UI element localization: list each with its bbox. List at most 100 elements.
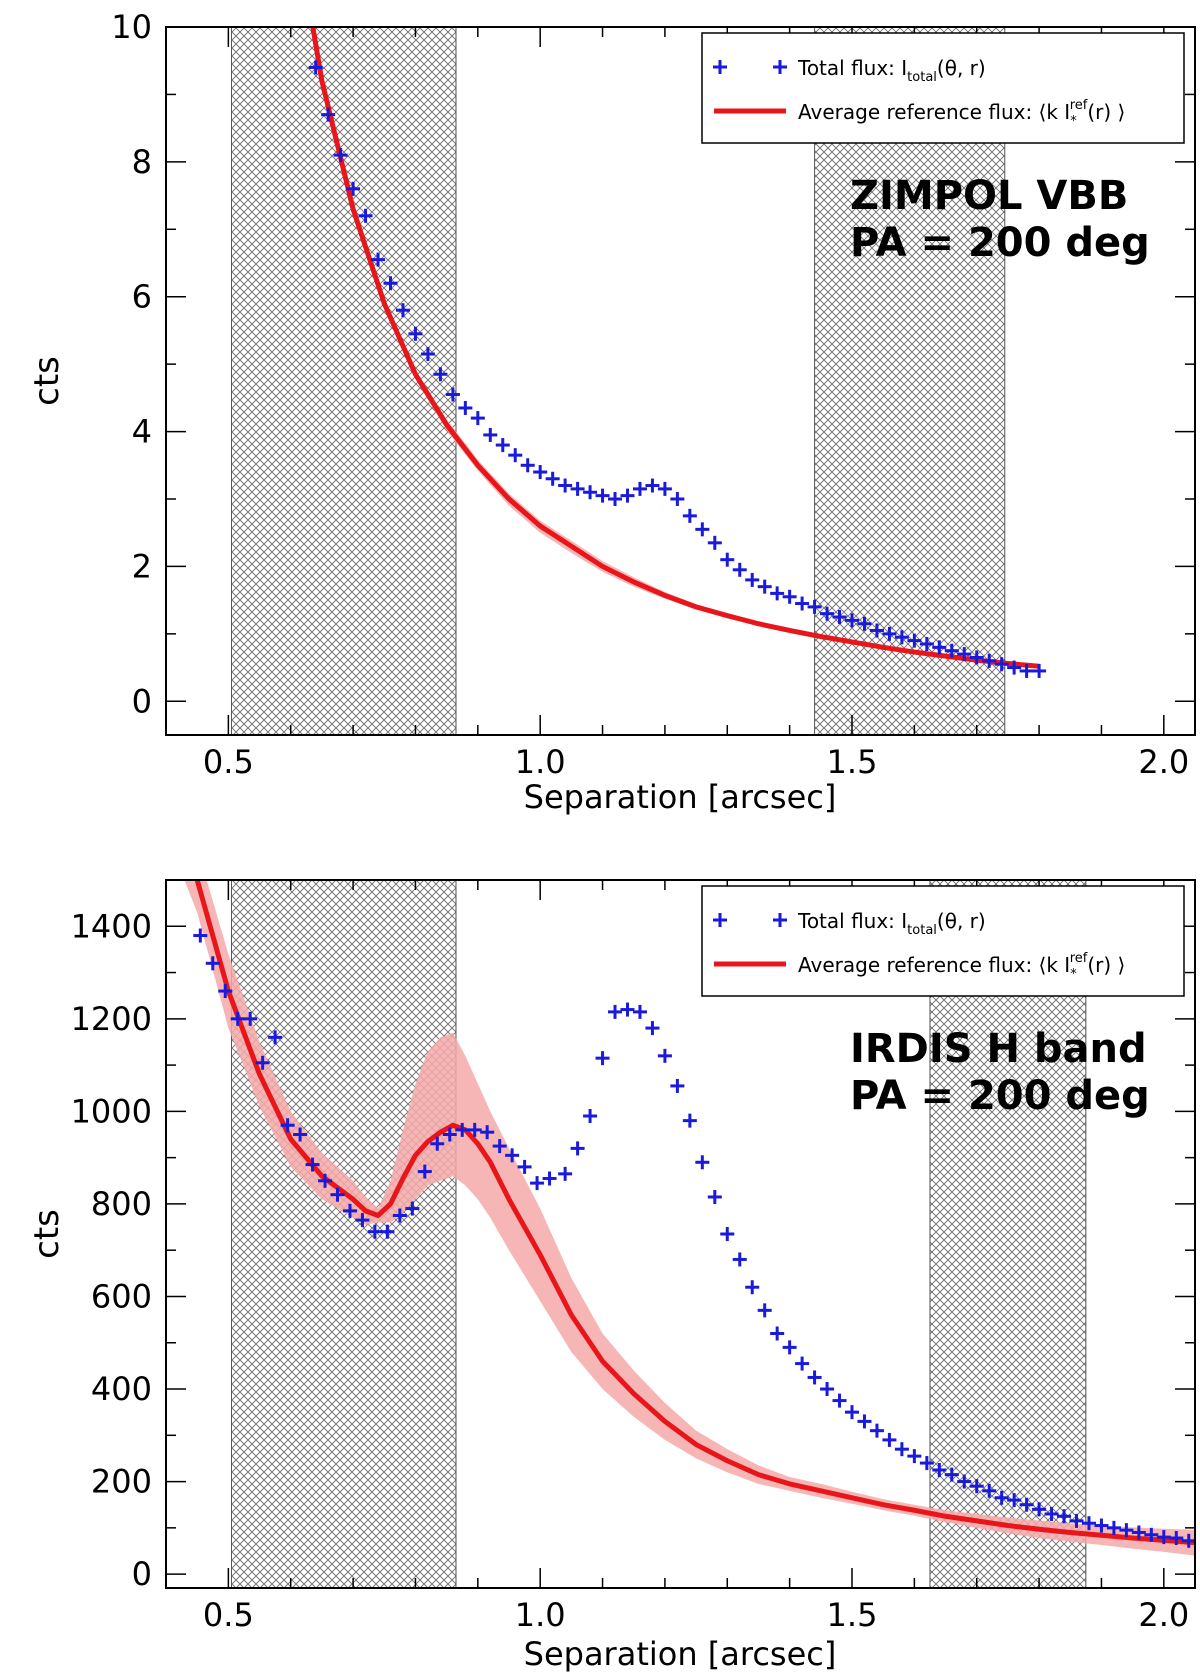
total-flux-point <box>632 481 647 496</box>
total-flux-point <box>707 535 722 550</box>
x-tick-labels: 0.5 1.0 1.5 2.0 <box>203 743 1189 781</box>
x-tick-label: 1.5 <box>827 743 878 781</box>
total-flux-point <box>770 1326 785 1341</box>
total-flux-point <box>243 1011 258 1026</box>
x-tick-label: 2.0 <box>1138 1596 1189 1634</box>
total-flux-point <box>782 589 797 604</box>
legend-entry-total-flux: Total flux: Itotal(θ, r) <box>713 56 986 85</box>
total-flux-point <box>280 1118 295 1133</box>
total-flux-point <box>358 208 373 223</box>
total-flux-point <box>392 1208 407 1223</box>
total-flux-point <box>1131 1525 1146 1540</box>
total-flux-point <box>620 488 635 503</box>
total-flux-point <box>670 492 685 506</box>
total-flux-point <box>620 1002 635 1017</box>
plot-frame <box>165 879 1196 1589</box>
total-flux-point <box>957 647 972 662</box>
total-flux-point <box>994 1490 1009 1505</box>
legend-plus-marker <box>713 60 727 74</box>
legend-label-total-flux: Total flux: Itotal(θ, r) <box>797 56 986 85</box>
total-flux-point <box>583 1109 598 1123</box>
total-flux-point <box>495 438 510 453</box>
reference-line <box>310 27 1040 669</box>
x-tick-label: 1.0 <box>515 743 566 781</box>
total-flux-point <box>795 596 810 611</box>
total-flux-point <box>1169 1531 1184 1546</box>
total-flux-point <box>595 488 610 503</box>
y-tick-label: 1200 <box>71 1000 152 1038</box>
total-flux-point <box>695 1155 710 1170</box>
total-flux-point <box>333 148 348 163</box>
total-flux-point <box>1032 1502 1047 1517</box>
legend-label-reference-flux: Average reference flux: ⟨k I*ref(r) ⟩ <box>798 951 1125 982</box>
total-flux-point <box>483 427 498 442</box>
total-flux-point <box>1119 1523 1134 1538</box>
annotation-line-1: ZIMPOL VBB <box>850 173 1128 219</box>
total-flux-point <box>682 508 697 523</box>
plot-frame <box>165 26 1196 736</box>
total-flux-markers <box>193 928 1195 1548</box>
x-axis-title: Separation [arcsec] <box>524 1635 837 1673</box>
total-flux-point <box>869 1423 884 1438</box>
total-flux-point <box>205 956 220 971</box>
x-tick-label: 1.0 <box>515 1596 566 1634</box>
x-tick-label: 2.0 <box>1138 743 1189 781</box>
total-flux-point <box>1144 1527 1159 1542</box>
total-flux-point <box>657 1048 672 1063</box>
total-flux-point <box>470 411 485 426</box>
chart-zimpol: 0 2 4 6 8 10 0.5 1.0 1.5 2.0 Separation [arcsec]… <box>27 8 1196 816</box>
total-flux-point <box>944 643 959 658</box>
total-flux-point <box>608 492 623 506</box>
total-flux-point <box>445 387 460 402</box>
y-tick-label: 1000 <box>71 1092 152 1130</box>
total-flux-point <box>321 107 336 122</box>
x-tick-labels: 0.5 1.0 1.5 2.0 <box>203 1596 1189 1634</box>
total-flux-point <box>383 276 398 291</box>
y-tick-label: 400 <box>91 1370 152 1408</box>
total-flux-point <box>517 1159 532 1174</box>
total-flux-point <box>845 1405 859 1420</box>
y-tick-label: 0 <box>132 1555 152 1593</box>
legend-label-reference-flux: Average reference flux: ⟨k I*ref(r) ⟩ <box>798 98 1125 129</box>
total-flux-point <box>405 1201 420 1216</box>
total-flux-point <box>720 1227 735 1241</box>
y-tick-label: 1400 <box>71 907 152 945</box>
total-flux-point <box>1181 1533 1195 1548</box>
axis-ticks <box>165 26 1195 735</box>
total-flux-point <box>907 1449 922 1464</box>
total-flux-point <box>608 1004 623 1019</box>
total-flux-point <box>1007 1493 1022 1508</box>
total-flux-point <box>583 485 598 500</box>
legend: Total flux: Itotal(θ, r) Average referen… <box>701 885 1185 997</box>
total-flux-point <box>268 1030 283 1045</box>
x-axis-title: Separation [arcsec] <box>524 778 837 816</box>
total-flux-point <box>832 610 847 624</box>
y-tick-label: 600 <box>91 1277 152 1315</box>
total-flux-point <box>1057 1509 1072 1524</box>
total-flux-point <box>732 562 747 577</box>
total-flux-point <box>982 1483 997 1498</box>
total-flux-point <box>318 1173 333 1188</box>
total-flux-point <box>807 599 822 614</box>
total-flux-point <box>882 626 897 641</box>
total-flux-point <box>408 326 423 341</box>
total-flux-point <box>458 400 473 415</box>
total-flux-point <box>542 1171 557 1186</box>
y-tick-label: 800 <box>91 1185 152 1223</box>
total-flux-point <box>395 303 410 318</box>
total-flux-point <box>480 1125 495 1140</box>
annotation-line-1: IRDIS H band <box>850 1026 1147 1072</box>
total-flux-point <box>595 1051 610 1066</box>
total-flux-point <box>994 657 1009 672</box>
total-flux-point <box>1106 1520 1121 1535</box>
total-flux-point <box>255 1055 270 1070</box>
total-flux-point <box>969 1479 984 1494</box>
total-flux-point <box>682 1113 697 1128</box>
total-flux-point <box>492 1139 507 1154</box>
total-flux-point <box>807 1370 822 1385</box>
total-flux-point <box>433 367 448 382</box>
annotation-line-2: PA = 200 deg <box>850 1073 1150 1119</box>
total-flux-point <box>720 552 735 567</box>
total-flux-point <box>218 984 233 999</box>
excluded-region-1 <box>230 879 457 1589</box>
